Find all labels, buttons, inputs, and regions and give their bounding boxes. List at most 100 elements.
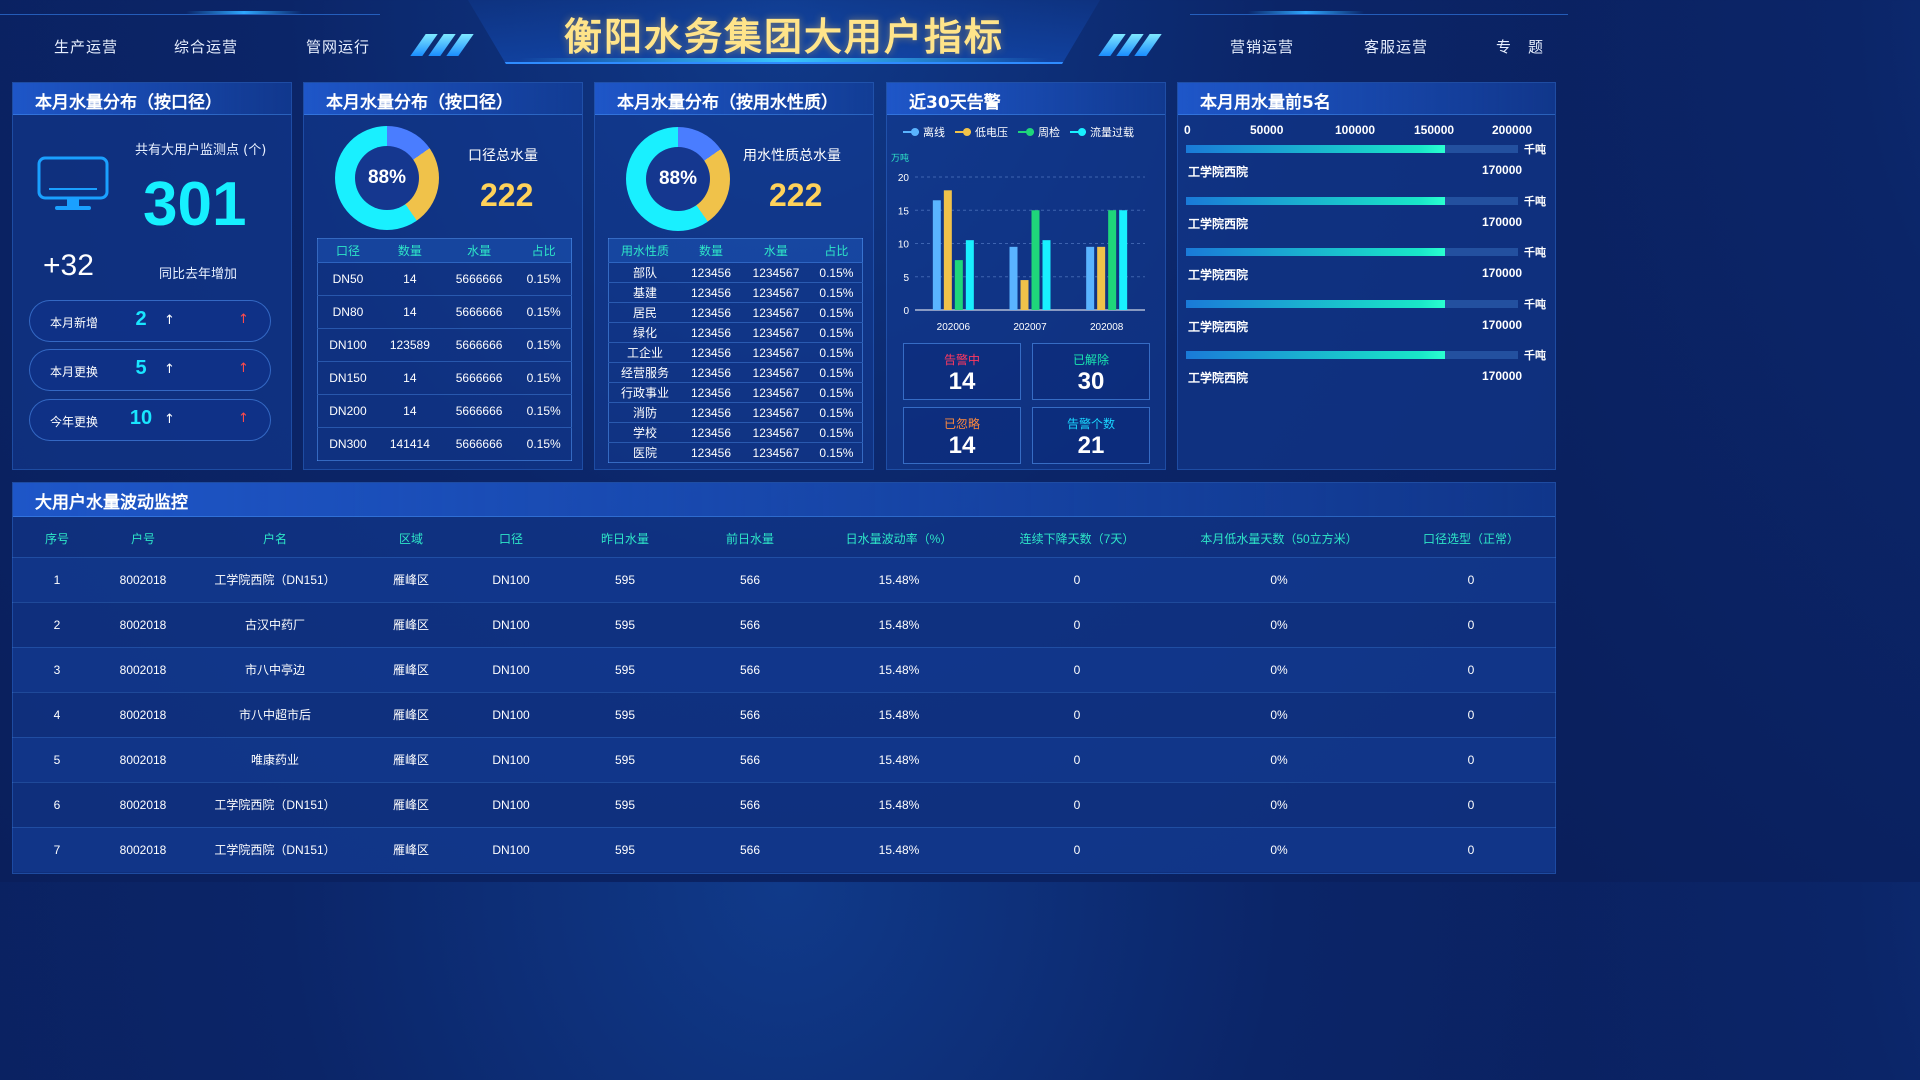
donut-value: 222	[480, 177, 534, 213]
table-row[interactable]: 经营服务 123456 1234567 0.15%	[608, 362, 863, 383]
table-row[interactable]: DN300 141414 5666666 0.15%	[317, 427, 572, 461]
table-cell: 123456	[681, 422, 741, 443]
nav-pipe-network[interactable]: 管网运行	[306, 38, 371, 56]
table-cell: 1234567	[740, 322, 811, 343]
nav-marketing[interactable]: 营销运营	[1230, 38, 1295, 56]
table-row[interactable]: 工企业 123456 1234567 0.15%	[608, 342, 863, 363]
arrow-up-icon: ↑	[164, 313, 175, 328]
column-header: 昨日水量	[600, 531, 649, 546]
table-cell: 雁峰区	[366, 826, 456, 872]
table-cell: 0.15%	[516, 361, 572, 395]
table-cell: 1234567	[740, 262, 811, 283]
table-cell: 雁峰区	[366, 556, 456, 602]
alert-active-box[interactable]: 告警中 14	[903, 343, 1021, 400]
table-cell: 0%	[1172, 736, 1386, 782]
table-cell: 0	[982, 646, 1172, 692]
table-row[interactable]: 5 8002018 唯康药业 雁峰区 DN100 595 566 15.48% 0 0% 0	[12, 736, 1556, 782]
panel-header: 近30天告警	[887, 83, 1165, 115]
stat-monthly-new: 本月新增 2 ↑ ↑	[29, 300, 271, 342]
table-cell: 123456	[681, 282, 741, 303]
table-cell: 0.15%	[810, 262, 863, 283]
alert-count-box[interactable]: 告警个数 21	[1032, 407, 1150, 464]
table-row[interactable]: 2 8002018 古汉中药厂 雁峰区 DN100 595 566 15.48% 0 0% 0	[12, 601, 1556, 647]
table-cell: 5666666	[441, 328, 517, 362]
alert-ignored-box[interactable]: 已忽略 14	[903, 407, 1021, 464]
top5-value: 170000	[1482, 317, 1523, 332]
table-cell: 工学院西院（DN151）	[184, 781, 366, 827]
top5-bar-fill	[1186, 351, 1445, 359]
legend-item[interactable]: 低电压	[955, 124, 1008, 140]
header-accent	[186, 11, 302, 14]
table-row[interactable]: DN80 14 5666666 0.15%	[317, 295, 572, 329]
column-header: 序号	[44, 531, 69, 546]
legend-item[interactable]: 流量过载	[1070, 124, 1134, 140]
panel-title: 本月用水量前5名	[1200, 93, 1331, 113]
table-cell: 0.15%	[810, 362, 863, 383]
table-row[interactable]: 1 8002018 工学院西院（DN151） 雁峰区 DN100 595 566 15.48%…	[12, 556, 1556, 602]
column-header: 户名	[262, 531, 287, 546]
table-cell: 123589	[377, 328, 442, 362]
table-cell: 566	[684, 736, 816, 782]
alert-resolved-box[interactable]: 已解除 30	[1032, 343, 1150, 400]
panel-header: 大用户水量波动监控	[13, 483, 1555, 517]
table-row[interactable]: 行政事业 123456 1234567 0.15%	[608, 382, 863, 403]
table-cell: 1234567	[740, 422, 811, 443]
table-cell: 15.48%	[816, 556, 982, 602]
nav-production[interactable]: 生产运营	[54, 38, 119, 56]
table-cell: 595	[566, 736, 684, 782]
alert-ignored-label: 已忽略	[943, 417, 980, 431]
nav-comprehensive[interactable]: 综合运营	[174, 38, 239, 56]
table-cell: 1234567	[740, 402, 811, 423]
table-cell: 141414	[377, 427, 442, 461]
table-cell: 14	[377, 361, 442, 395]
table-cell: 雁峰区	[366, 736, 456, 782]
table-row[interactable]: 4 8002018 市八中超市后 雁峰区 DN100 595 566 15.48% 0 0% 0	[12, 691, 1556, 737]
legend-item[interactable]: 周检	[1018, 124, 1060, 140]
yoy-increase: +32	[43, 249, 94, 282]
table-cell: 15.48%	[816, 826, 982, 872]
table-cell: 14	[377, 262, 442, 296]
table-cell: 566	[684, 691, 816, 737]
stat-value: 10	[129, 407, 153, 429]
y-tick-label: 5	[903, 273, 909, 284]
table-row[interactable]: 医院 123456 1234567 0.15%	[608, 442, 863, 463]
table-cell: 0.15%	[516, 262, 572, 296]
table-row[interactable]: 学校 123456 1234567 0.15%	[608, 422, 863, 443]
nav-customer-service[interactable]: 客服运营	[1364, 38, 1429, 56]
table-row[interactable]: 消防 123456 1234567 0.15%	[608, 402, 863, 423]
panel-header: 本月用水量前5名	[1178, 83, 1555, 115]
stat-label: 本月新增	[50, 316, 99, 330]
caliber-donut	[335, 126, 439, 230]
table-cell: DN100	[456, 736, 566, 782]
table-row[interactable]: 部队 123456 1234567 0.15%	[608, 262, 863, 283]
table-cell: 6	[12, 781, 102, 827]
bar-202007-0	[1009, 246, 1018, 310]
table-header-row: 用水性质 数量 水量 占比	[608, 238, 863, 263]
axis-tick: 50000	[1250, 123, 1284, 137]
table-row[interactable]: DN200 14 5666666 0.15%	[317, 394, 572, 428]
table-cell: 0%	[1172, 556, 1386, 602]
table-row[interactable]: DN150 14 5666666 0.15%	[317, 361, 572, 395]
column-header: 户号	[130, 531, 155, 546]
table-row[interactable]: 基建 123456 1234567 0.15%	[608, 282, 863, 303]
table-cell: 0	[982, 736, 1172, 782]
table-cell: 14	[377, 295, 442, 329]
table-row[interactable]: 绿化 123456 1234567 0.15%	[608, 322, 863, 343]
table-row[interactable]: DN100 123589 5666666 0.15%	[317, 328, 572, 362]
table-cell: 0.15%	[810, 422, 863, 443]
table-row[interactable]: 7 8002018 工学院西院（DN151） 雁峰区 DN100 595 566 15.48%…	[12, 826, 1556, 872]
table-row[interactable]: 3 8002018 市八中亭边 雁峰区 DN100 595 566 15.48% 0 0% 0	[12, 646, 1556, 692]
legend-label: 离线	[923, 126, 945, 139]
table-row[interactable]: 6 8002018 工学院西院（DN151） 雁峰区 DN100 595 566 15.48%…	[12, 781, 1556, 827]
table-row[interactable]: DN50 14 5666666 0.15%	[317, 262, 572, 296]
table-cell: 8002018	[102, 691, 184, 737]
table-body: DN50 14 5666666 0.15% DN80 14 5666666 0.15% DN10…	[317, 262, 572, 461]
nav-topics[interactable]: 专 题	[1496, 38, 1545, 56]
table-cell: 123456	[681, 442, 741, 463]
table-cell: 8002018	[102, 826, 184, 872]
table-row[interactable]: 居民 123456 1234567 0.15%	[608, 302, 863, 323]
alert-ignored-value: 14	[948, 432, 976, 459]
trend-up-icon: ↑	[238, 312, 249, 327]
table-cell: 595	[566, 826, 684, 872]
legend-item[interactable]: 离线	[903, 124, 945, 140]
